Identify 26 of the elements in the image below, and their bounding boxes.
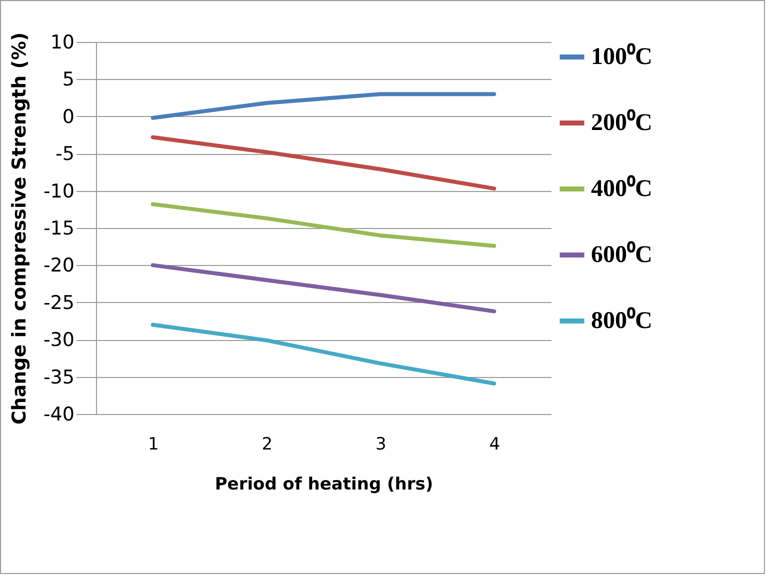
y-tick-label: 5 [62,68,74,91]
x-tick-label: 4 [489,434,500,454]
y-tick-label: -10 [43,180,74,202]
legend-label: 200⁰C [591,109,652,136]
y-tick-label: 0 [62,106,74,128]
y-tick-label: -35 [43,366,74,388]
line-series [150,135,496,191]
y-tick-label: -40 [43,404,74,426]
y-axis-title: Change in compressive Strength (%) [8,32,30,425]
legend-label: 800⁰C [591,307,652,334]
y-tick-label: 10 [50,32,74,54]
x-tick-label: 2 [262,434,273,454]
x-axis-title: Period of heating (hrs) [214,474,434,494]
legend-label: 400⁰C [591,175,652,202]
legend-label: 600⁰C [591,241,652,268]
line-series [150,202,496,248]
y-tick-label: -30 [43,329,74,352]
line-series [150,263,496,314]
y-tick-label: -25 [43,292,74,314]
x-tick-label: 3 [375,434,386,454]
legend-label: 100⁰C [591,43,652,70]
y-tick-label: -5 [56,143,74,166]
x-tick-label: 1 [148,434,159,454]
line-series [150,322,496,386]
y-tick-label: -15 [43,218,74,240]
y-tick-label: -20 [43,254,74,277]
